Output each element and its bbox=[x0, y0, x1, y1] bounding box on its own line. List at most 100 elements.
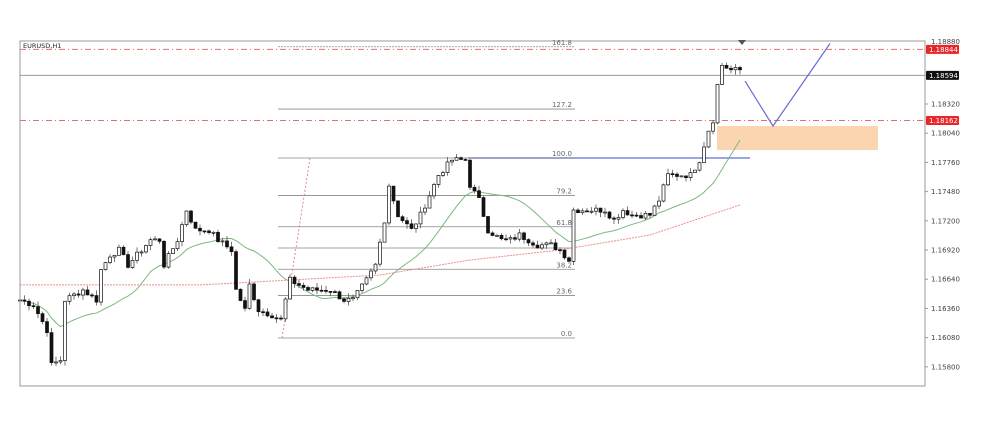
candle-body bbox=[666, 173, 670, 186]
candle-body bbox=[729, 67, 733, 71]
candle-body bbox=[292, 276, 297, 284]
candle-body bbox=[625, 210, 630, 216]
candle-body bbox=[238, 288, 243, 301]
candle-body bbox=[162, 241, 166, 268]
candle-body bbox=[540, 244, 544, 249]
candle-body bbox=[441, 172, 445, 176]
fib-level-label: 61.8 bbox=[556, 219, 572, 227]
candle-body bbox=[679, 175, 684, 178]
candle-body bbox=[459, 157, 463, 160]
candle-body bbox=[643, 213, 648, 219]
candle-body bbox=[166, 253, 171, 268]
candle-body bbox=[693, 169, 697, 173]
price-tag bbox=[926, 44, 959, 54]
candle-body bbox=[499, 235, 504, 240]
candle-body bbox=[639, 215, 643, 219]
candle-body bbox=[558, 249, 562, 252]
candle-body bbox=[225, 240, 229, 248]
candle-body bbox=[274, 317, 279, 320]
candle-body bbox=[657, 200, 661, 207]
fib-level-label: 161.8 bbox=[552, 39, 572, 47]
candle-body bbox=[607, 211, 612, 219]
candle-body bbox=[450, 159, 454, 163]
candle-body bbox=[670, 173, 675, 176]
candle-body bbox=[369, 270, 373, 279]
projection-path[interactable] bbox=[744, 43, 831, 128]
candle-body bbox=[544, 242, 549, 246]
candle-body bbox=[517, 232, 522, 240]
candle-body bbox=[711, 122, 715, 132]
candle-body bbox=[202, 230, 207, 233]
candle-body bbox=[117, 246, 121, 256]
candle-body bbox=[40, 313, 45, 322]
candle-body bbox=[153, 238, 157, 241]
fibonacci-retracement[interactable]: 0.0 23.6 38.2 61.8 79.2 100.0 127.2 161.8 bbox=[278, 39, 575, 339]
candle-body bbox=[301, 284, 306, 288]
chart-shift-marker-icon[interactable] bbox=[738, 40, 746, 45]
candle-body bbox=[279, 317, 283, 320]
candles bbox=[18, 62, 742, 366]
candle-body bbox=[126, 254, 130, 268]
candle-body bbox=[585, 210, 589, 213]
candle-body bbox=[481, 197, 486, 217]
candle-body bbox=[351, 297, 355, 300]
candle-body bbox=[234, 251, 238, 290]
candle-body bbox=[463, 159, 468, 161]
fib-level-label: 0.0 bbox=[561, 330, 572, 338]
candle-body bbox=[189, 210, 193, 223]
moving-average-slow bbox=[20, 204, 741, 286]
fib-level-label: 100.0 bbox=[552, 150, 572, 158]
y-tick-label: 1.17200 bbox=[931, 217, 960, 225]
price-axis[interactable]: 1.18320 1.18040 1.17760 1.17480 1.17200 1.169… bbox=[925, 38, 960, 371]
candle-body bbox=[72, 293, 76, 297]
candle-body bbox=[247, 283, 252, 309]
candle-body bbox=[85, 289, 90, 296]
candle-body bbox=[382, 222, 387, 243]
demand-zone[interactable] bbox=[717, 126, 878, 150]
candle-body bbox=[396, 200, 400, 218]
candle-body bbox=[549, 242, 553, 245]
candle-body bbox=[495, 235, 499, 237]
price-tag bbox=[926, 70, 959, 80]
candle-body bbox=[81, 289, 85, 296]
candle-body bbox=[513, 237, 517, 240]
candle-body bbox=[283, 298, 288, 320]
candle-body bbox=[594, 207, 598, 212]
candle-body bbox=[490, 232, 495, 236]
candle-body bbox=[324, 289, 328, 292]
candle-body bbox=[391, 185, 396, 202]
candle-body bbox=[49, 332, 54, 364]
candle-body bbox=[90, 294, 94, 297]
y-tick-label: 1.18320 bbox=[931, 101, 960, 109]
candle-body bbox=[76, 293, 81, 296]
candle-body bbox=[661, 184, 666, 202]
price-tag bbox=[926, 115, 959, 125]
candle-body bbox=[265, 311, 270, 317]
candle-body bbox=[526, 239, 531, 244]
y-tick-label: 1.16080 bbox=[931, 334, 960, 342]
candle-body bbox=[418, 211, 423, 225]
y-tick-label: 1.15800 bbox=[931, 363, 960, 371]
candle-body bbox=[130, 260, 135, 268]
candle-body bbox=[171, 248, 175, 254]
price-tag-label: 1.18594 bbox=[929, 72, 958, 80]
candle-body bbox=[648, 213, 652, 216]
fib-level-label: 127.2 bbox=[552, 101, 572, 109]
candle-body bbox=[310, 287, 315, 291]
candle-body bbox=[508, 237, 513, 240]
candle-body bbox=[522, 232, 526, 240]
candle-body bbox=[652, 205, 657, 216]
candle-body bbox=[22, 299, 27, 302]
candle-body bbox=[621, 210, 625, 218]
candle-body bbox=[472, 187, 477, 192]
candle-body bbox=[373, 263, 378, 272]
candle-body bbox=[360, 283, 364, 291]
candle-body bbox=[144, 245, 148, 253]
candle-body bbox=[706, 130, 711, 148]
candle-body bbox=[553, 242, 558, 251]
fib-level-label: 79.2 bbox=[556, 187, 572, 195]
candle-body bbox=[612, 217, 616, 220]
candle-body bbox=[108, 256, 112, 263]
candle-body bbox=[535, 244, 540, 249]
